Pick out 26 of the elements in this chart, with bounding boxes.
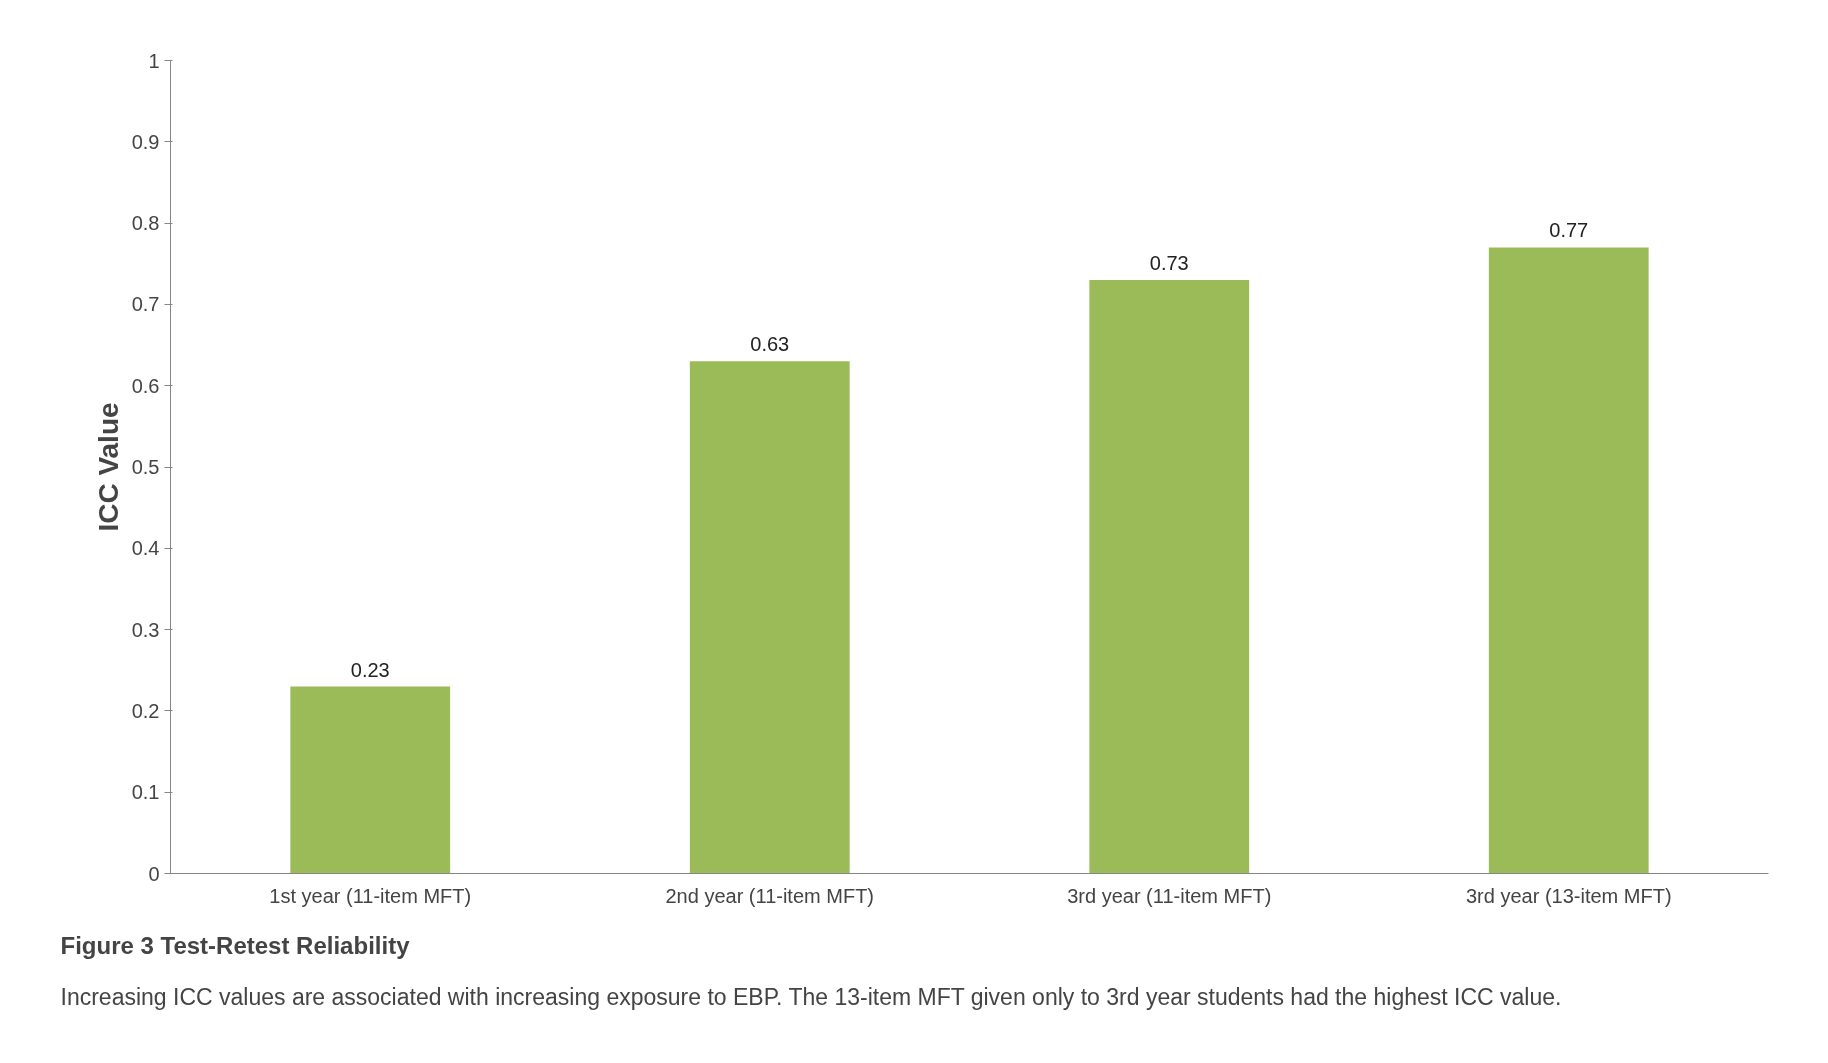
y-tick-label: 1	[148, 49, 160, 72]
y-tick-label: 0.5	[131, 456, 160, 478]
data-label: 0.23	[350, 658, 390, 681]
x-tick-label: 2nd year (11-item MFT)	[665, 884, 875, 907]
y-tick-label: 0	[148, 862, 160, 885]
bar	[1488, 247, 1649, 874]
y-axis-title: ICC Value	[92, 402, 124, 532]
data-label: 0.63	[750, 333, 790, 356]
y-tick-label: 0.7	[131, 293, 160, 316]
x-tick-label: 1st year (11-item MFT)	[269, 884, 472, 907]
text: Increasing ICC values are associated with increasing exposure to EBP. The 13-item MFT given only to 3rd year students had the highest ICC value.	[60, 983, 1562, 1010]
y-tick-label: 0.1	[131, 781, 160, 804]
x-tick-label: 3rd year (11-item MFT)	[1067, 884, 1272, 907]
bar	[689, 361, 850, 874]
y-tick-label: 0.4	[131, 537, 160, 560]
y-tick-label: 0.2	[131, 699, 160, 722]
y-tick-label: 0.8	[131, 212, 160, 235]
y-tick-label: 0.6	[131, 374, 160, 397]
y-tick-label: 0.3	[131, 618, 160, 641]
bar	[1089, 280, 1250, 874]
data-label: 0.73	[1149, 252, 1189, 275]
y-tick-label: 0.9	[131, 130, 160, 153]
x-tick-label: 3rd year (13-item MFT)	[1465, 884, 1672, 907]
data-label: 0.77	[1549, 219, 1589, 242]
bar	[290, 686, 451, 874]
text: Figure 3 Test-Retest Reliability	[60, 931, 411, 959]
